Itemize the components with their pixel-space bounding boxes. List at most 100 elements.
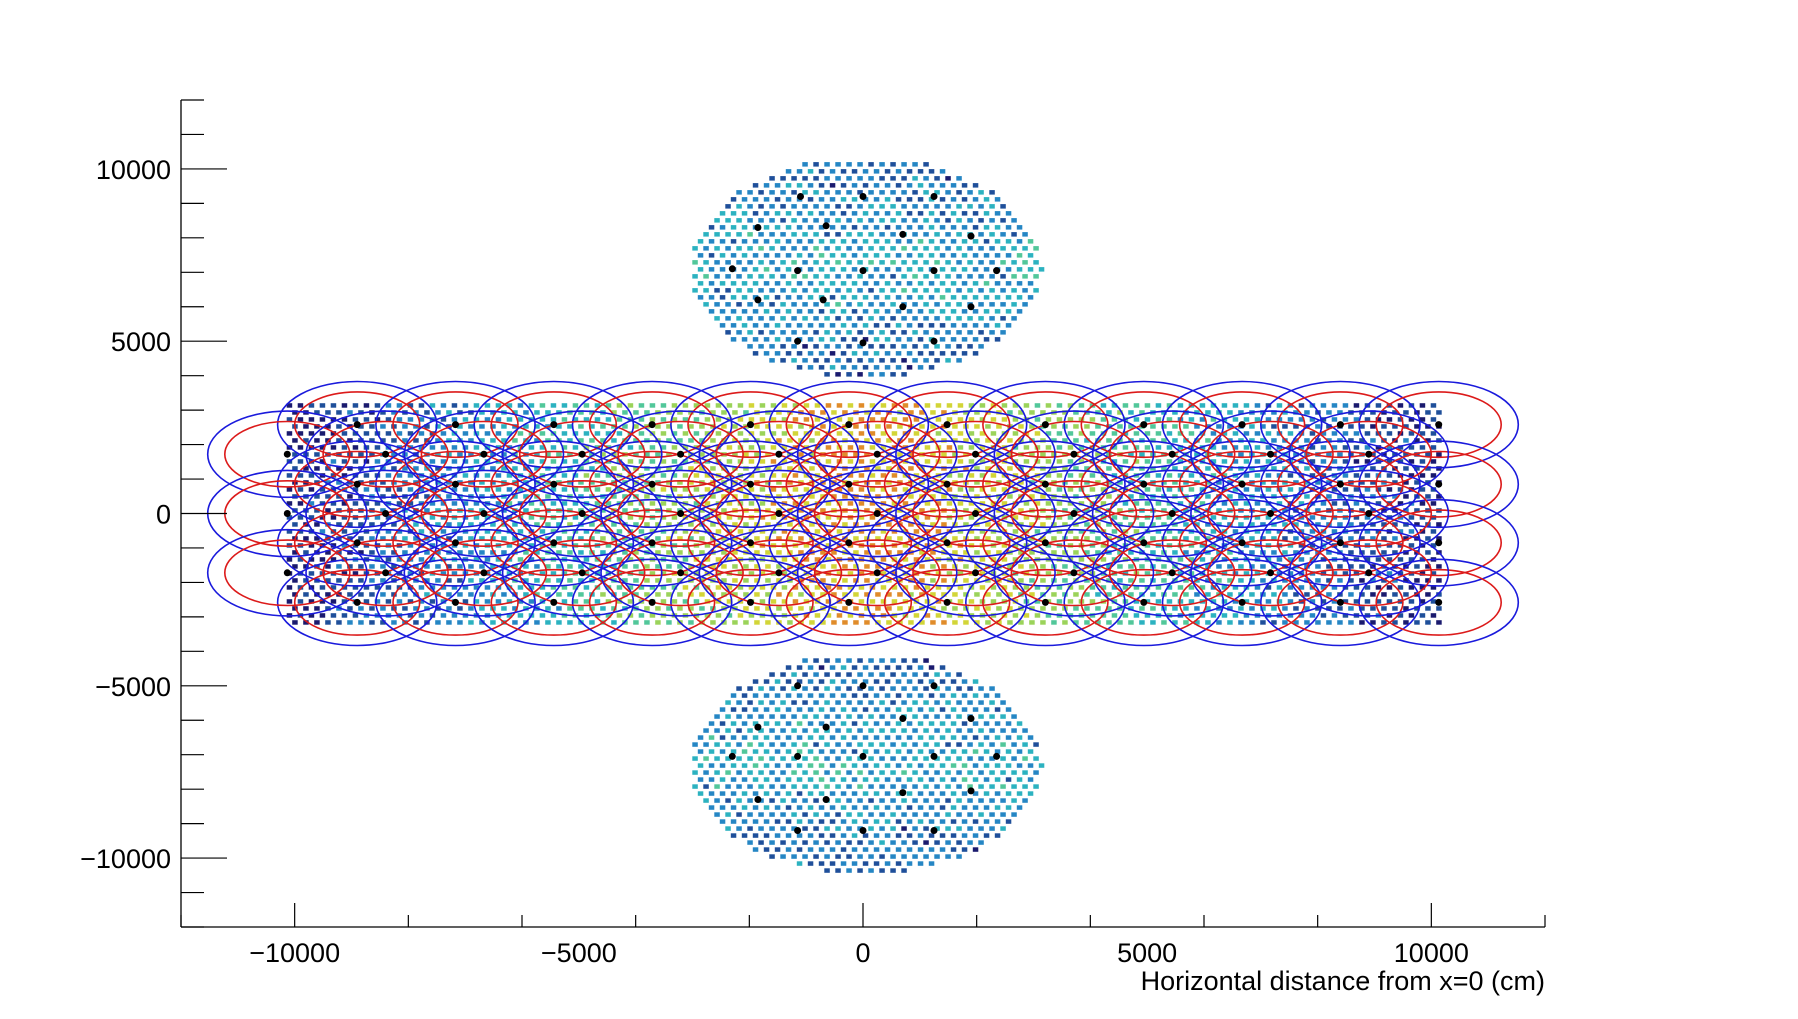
cell [972,819,979,824]
cell [989,812,995,817]
cell [1128,606,1134,611]
cell [358,606,364,611]
cell [1012,515,1019,520]
cell [1188,557,1195,562]
cell [495,417,502,422]
outer-ring [571,498,733,587]
cell [297,417,304,422]
cell [802,246,808,251]
cell [994,819,1001,824]
cell [759,501,766,506]
cell [1392,522,1398,527]
cell [961,197,968,202]
cell [693,585,700,590]
cell [842,578,848,583]
cell [550,459,557,464]
cell [840,197,847,202]
cell [1309,473,1316,478]
cell [1419,515,1426,520]
cell [939,211,946,216]
cell [633,564,639,569]
cell [759,445,766,450]
cell [1386,585,1393,590]
cell [352,501,359,506]
cell [341,501,348,506]
cell [600,536,606,541]
cell [956,330,962,335]
cell [479,578,485,583]
cell [539,613,546,618]
cell [1194,424,1200,429]
cell [868,302,874,307]
cell [901,260,907,265]
cell [1188,599,1195,604]
cell [957,529,964,534]
cell [1210,459,1217,464]
cell [358,424,364,429]
cell [897,494,903,499]
cell [732,522,738,527]
cell [440,487,447,492]
cell [567,480,573,485]
cell [319,557,326,562]
outer-ring [866,498,1028,587]
cell [1320,445,1327,450]
cell [895,211,902,216]
cell [347,494,353,499]
cell [495,529,502,534]
cell [1040,550,1046,555]
cell [1249,620,1255,625]
cell [879,176,885,181]
cell [802,742,808,747]
cell [1034,501,1041,506]
cell [697,763,704,768]
cell [934,176,940,181]
cell [917,239,924,244]
cell [785,721,792,726]
cell [479,410,485,415]
cell [1027,735,1034,740]
outer-ring [1358,380,1520,469]
cell [567,452,573,457]
cell [682,417,689,422]
cell [941,592,947,597]
cell [774,777,781,782]
cell [550,529,557,534]
inner-ring [1375,391,1502,459]
cell [330,585,337,590]
cell [807,309,814,314]
cell [1128,578,1134,583]
cell [862,295,869,300]
cell [851,281,858,286]
cell [961,295,968,300]
cell [972,707,979,712]
cell [660,529,667,534]
cell [1000,714,1006,719]
cell [851,763,858,768]
cell [1392,410,1398,415]
cell [873,309,880,314]
cell [941,410,947,415]
cell [1005,777,1012,782]
cell [561,473,568,478]
cell [303,592,309,597]
cell [1370,536,1376,541]
cell [758,330,764,335]
cell [846,756,852,761]
cell [846,686,852,691]
cell [979,459,986,464]
cell [1078,515,1085,520]
cell [824,344,830,349]
cell [616,571,623,576]
cell [939,777,946,782]
cell [972,225,979,230]
inner-ring [490,391,618,459]
cell [770,515,777,520]
cell [1067,459,1074,464]
cell [1018,620,1024,625]
cell [369,578,375,583]
cell [369,522,375,527]
inner-ring [883,509,1011,577]
cell [1425,410,1431,415]
cell [752,253,759,258]
